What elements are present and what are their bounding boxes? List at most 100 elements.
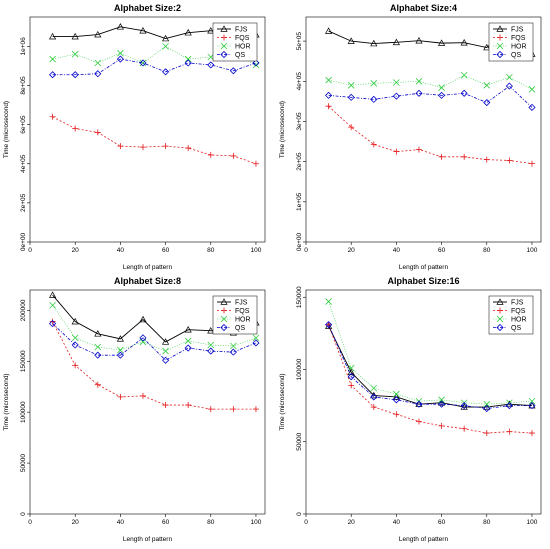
legend-marker-fjs (220, 25, 228, 32)
series-line-fqs (328, 324, 532, 434)
data-point-fjs (116, 23, 124, 30)
chart-panel-4: Alphabet Size:16 0 20 40 60 80 100 0 50000 100000… (279, 276, 542, 543)
y-tick-label: 150000 (296, 286, 303, 308)
y-tick-label: 0 (20, 512, 27, 516)
x-tick-label: 40 (117, 519, 125, 526)
series-line-qs (52, 323, 257, 361)
chart-title: Alphabet Size:2 (114, 3, 181, 13)
x-tick-label: 60 (438, 247, 446, 254)
series-line-hor (328, 74, 533, 90)
data-point-qs (49, 71, 57, 79)
data-point-fjs (392, 38, 400, 46)
data-point-qs (162, 68, 170, 76)
y-tick-label: 5e+05 (296, 32, 303, 51)
legend-label-qs: QS (511, 52, 521, 59)
series-line-qs (328, 85, 533, 108)
legend-marker-hor (496, 42, 504, 50)
data-point-fqs (139, 144, 146, 151)
x-tick-label: 0 (28, 247, 32, 254)
plot-frame (305, 289, 542, 515)
x-tick-label: 60 (162, 247, 170, 254)
x-tick-label: 40 (393, 519, 401, 526)
legend-marker-fqs (221, 307, 227, 314)
data-point-qs (71, 71, 79, 79)
legend-marker-qs (220, 50, 228, 59)
legend-marker-fjs (496, 25, 504, 32)
data-point-fjs (528, 401, 536, 409)
legend-marker-qs (220, 323, 228, 332)
data-point-fqs (49, 113, 56, 120)
data-point-hor (71, 50, 79, 58)
data-point-hor (49, 301, 56, 309)
y-tick-label: 1e+06 (20, 37, 27, 56)
data-point-fqs (528, 430, 535, 437)
y-tick-label: 3e+05 (296, 112, 303, 131)
data-point-qs (325, 321, 333, 329)
series-line-qs (328, 324, 532, 409)
chart-title: Alphabet Size:8 (114, 276, 181, 286)
data-point-hor (460, 71, 468, 79)
data-point-fqs (162, 402, 169, 409)
data-point-fqs (185, 402, 192, 409)
data-point-hor (438, 396, 445, 404)
data-point-fqs (370, 404, 377, 411)
data-point-fqs (325, 103, 332, 110)
data-point-qs (505, 402, 513, 410)
data-point-fqs (207, 406, 214, 413)
y-tick-label: 0e+00 (296, 232, 303, 251)
data-point-hor (325, 298, 332, 305)
data-point-fjs (94, 30, 102, 38)
data-point-fjs (347, 368, 355, 376)
series-line-qs (52, 58, 257, 76)
legend-label-fjs: FJS (511, 300, 524, 307)
data-point-fjs (116, 335, 124, 342)
legend-box (212, 295, 258, 335)
y-tick-label: 50000 (296, 432, 303, 450)
data-point-fjs (207, 327, 215, 334)
legend-label-qs: QS (235, 52, 245, 59)
data-point-qs (460, 402, 468, 410)
data-point-fjs (325, 27, 333, 34)
data-point-fjs (415, 36, 423, 44)
data-point-fqs (72, 362, 79, 369)
data-point-hor (184, 55, 192, 63)
chart-panel-2: Alphabet Size:4 0 20 40 60 80 100 0e+00 1e+05 2e+… (279, 3, 542, 271)
legend-marker-qs (496, 50, 504, 59)
y-tick-label: 2e+05 (296, 152, 303, 171)
data-point-hor (483, 82, 491, 89)
x-tick-label: 0 (304, 247, 308, 254)
series-line-fqs (52, 321, 256, 410)
data-point-fqs (438, 153, 445, 160)
data-point-qs (71, 341, 79, 349)
data-point-hor (94, 59, 102, 67)
legend-marker-hor (496, 315, 504, 323)
data-point-hor (162, 43, 169, 50)
data-point-fjs (483, 43, 491, 51)
x-tick-label: 100 (527, 519, 538, 526)
chart-panel-1: Alphabet Size:2 0 20 40 60 80 100 0e+00 2e+05 4e+… (3, 3, 266, 271)
y-axis-label: Time (microsecond) (279, 373, 286, 430)
x-tick-label: 80 (483, 519, 491, 526)
y-tick-label: 100000 (296, 358, 303, 380)
data-point-qs (392, 92, 400, 100)
data-point-fjs (370, 39, 378, 47)
legend-marker-fqs (221, 34, 227, 41)
data-point-qs (94, 351, 102, 359)
data-point-fqs (94, 381, 101, 388)
data-point-qs (528, 103, 536, 111)
legend-marker-hor (220, 42, 228, 50)
y-tick-label: 6e+05 (20, 115, 27, 134)
legend-marker-fjs (220, 298, 228, 305)
data-point-fqs (94, 129, 101, 136)
data-point-fqs (483, 156, 490, 163)
data-point-qs (184, 344, 192, 352)
data-point-fqs (438, 422, 445, 429)
legend-label-hor: HOR (511, 44, 527, 51)
data-point-qs (94, 70, 102, 78)
chart-title: Alphabet Size:16 (387, 276, 459, 286)
data-point-hor (528, 397, 536, 405)
y-tick-label: 150000 (20, 350, 27, 372)
data-point-fqs (252, 160, 259, 167)
legend-label-qs: QS (511, 325, 521, 332)
data-point-fqs (370, 141, 377, 148)
